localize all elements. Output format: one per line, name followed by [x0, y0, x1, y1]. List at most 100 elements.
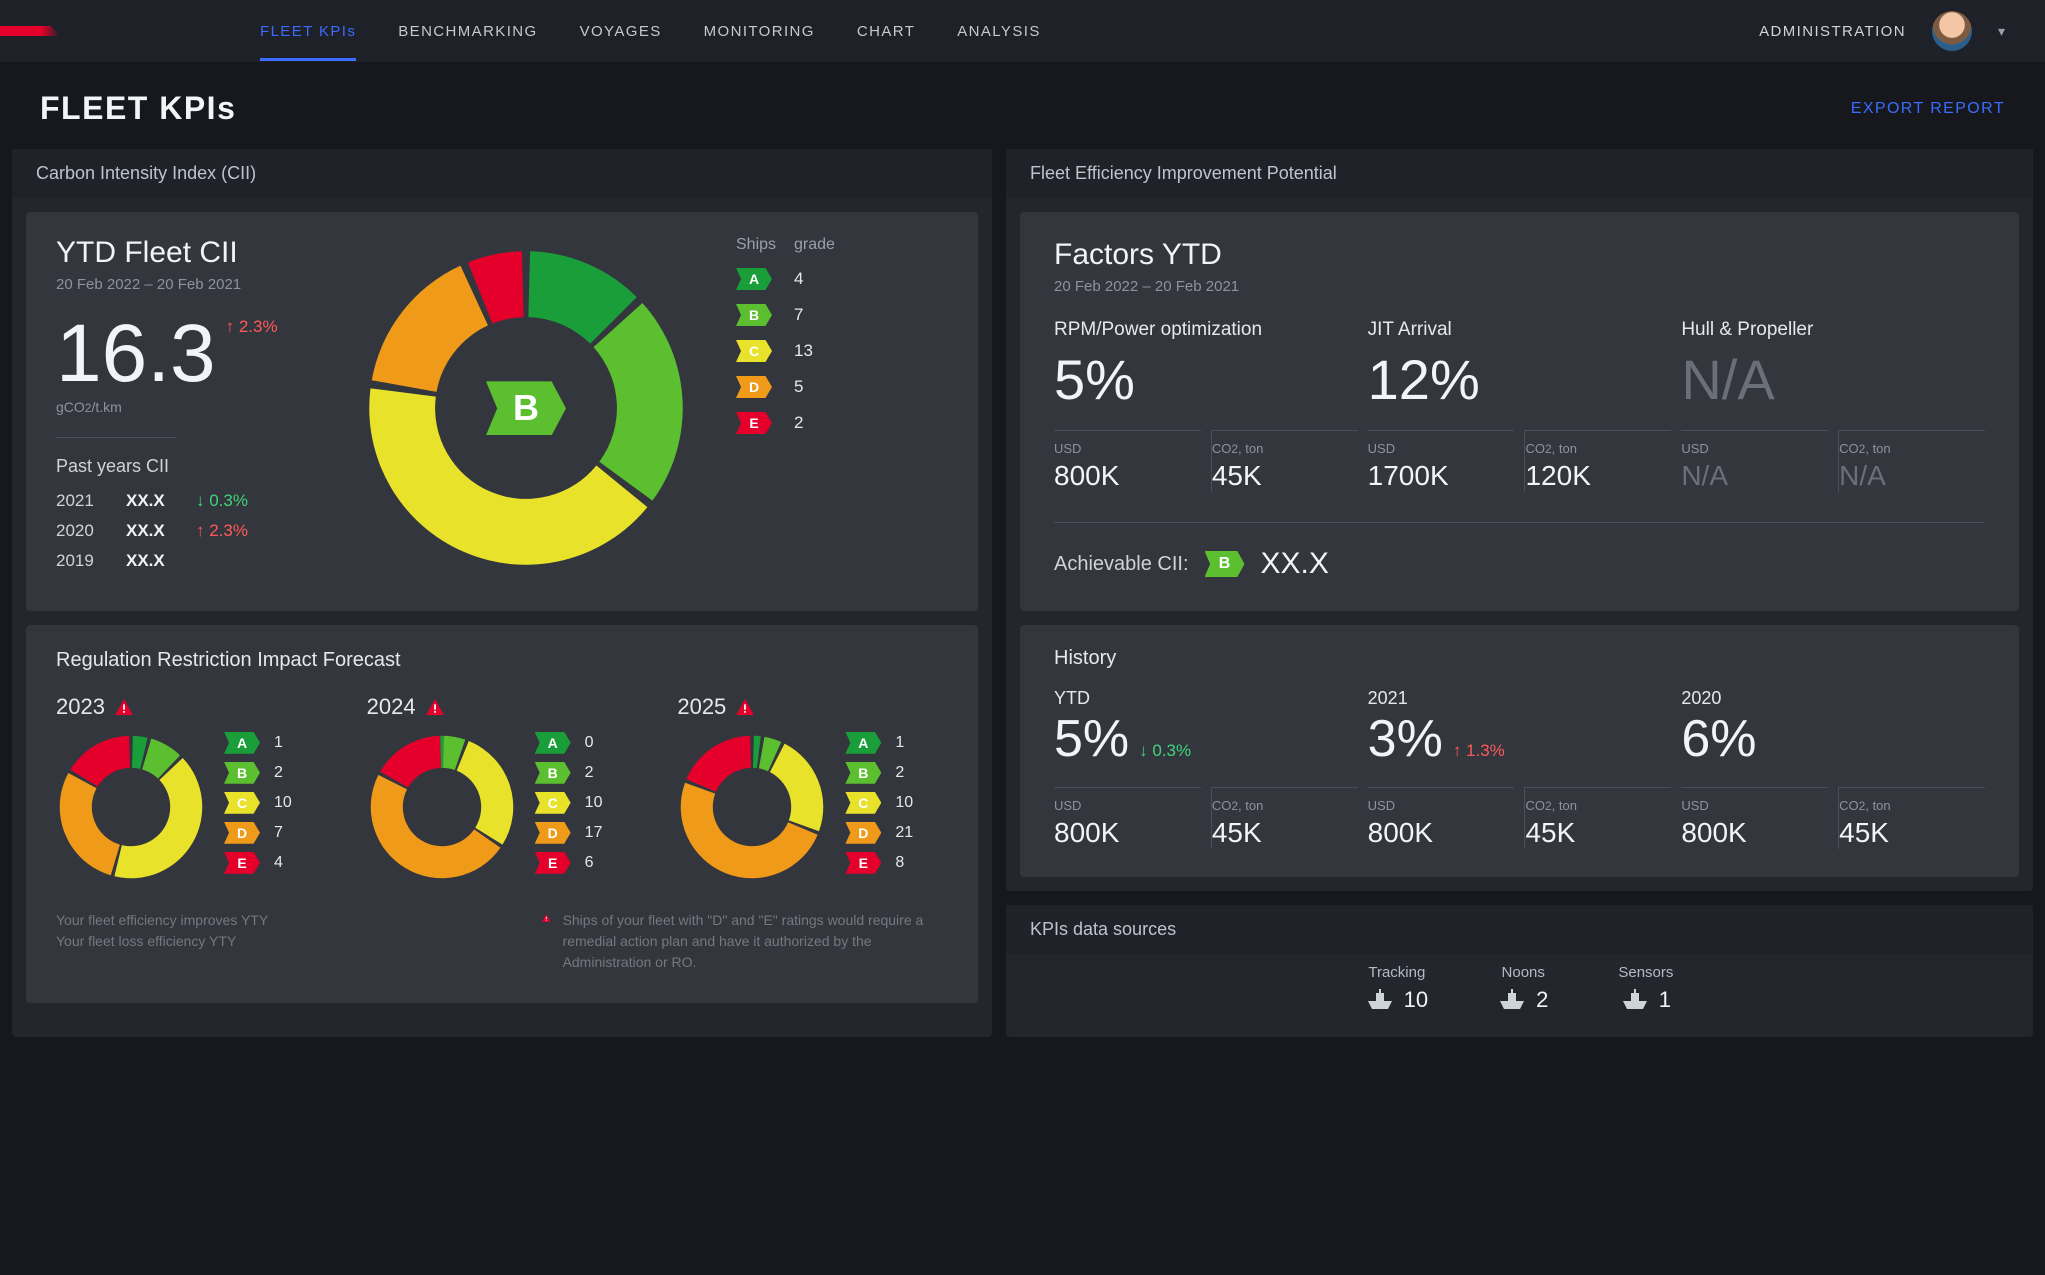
- factor-pct: N/A: [1681, 347, 1985, 412]
- cii-value: 16.3: [56, 317, 216, 391]
- legend-row: A0: [535, 732, 603, 754]
- past-cii-row: 2020XX.X↑ 2.3%: [56, 521, 336, 541]
- past-cii-row: 2019XX.X: [56, 551, 336, 571]
- grade-badge-D: D: [845, 822, 881, 844]
- legend-row: D17: [535, 822, 603, 844]
- grade-badge-D: D: [224, 822, 260, 844]
- warning-icon: [542, 910, 551, 926]
- cii-card: YTD Fleet CII 20 Feb 2022 – 20 Feb 2021 …: [26, 212, 978, 611]
- legend-row: E6: [535, 852, 603, 874]
- past-cii-list: 2021XX.X↓ 0.3% 2020XX.X↑ 2.3% 2019XX.X: [56, 491, 336, 571]
- cii-legend: Ships grade A4B7C13D5E2: [716, 236, 948, 581]
- legend-row: A4: [736, 268, 948, 290]
- ship-icon: [1498, 989, 1526, 1011]
- grade-badge-B: B: [224, 762, 260, 784]
- sources-title: KPIs data sources: [1006, 905, 2033, 954]
- achievable-grade-badge: B: [1205, 551, 1245, 577]
- achievable-value: XX.X: [1261, 547, 1329, 581]
- factor: Hull & Propeller N/A USDN/A CO2, tonN/A: [1681, 319, 1985, 492]
- warning-icon: [115, 699, 133, 715]
- history-col: YTD 5%↓ 0.3% USD800K CO2, ton45K: [1054, 688, 1358, 849]
- legend-row: E8: [845, 852, 913, 874]
- forecast-donut: [677, 732, 827, 882]
- forecast-col-2023: 2023A1B2C10D7E4: [56, 694, 327, 882]
- warning-icon: [426, 699, 444, 715]
- forecast-donut: [56, 732, 206, 882]
- cii-period: 20 Feb 2022 – 20 Feb 2021: [56, 276, 336, 293]
- grade-badge-D: D: [535, 822, 571, 844]
- history-card: History YTD 5%↓ 0.3% USD800K CO2, ton45K…: [1020, 625, 2019, 877]
- factor: RPM/Power optimization 5% USD800K CO2, t…: [1054, 319, 1358, 492]
- history-title: History: [1054, 647, 1985, 670]
- legend-row: C10: [224, 792, 292, 814]
- grade-badge-E: E: [845, 852, 881, 874]
- export-report-link[interactable]: EXPORT REPORT: [1851, 100, 2005, 118]
- cii-panel-title: Carbon Intensity Index (CII): [12, 149, 992, 198]
- brand-accent: [0, 26, 60, 36]
- cii-panel: Carbon Intensity Index (CII) YTD Fleet C…: [12, 149, 992, 1037]
- legend-row: D5: [736, 376, 948, 398]
- legend-row: C10: [845, 792, 913, 814]
- factors-heading: Factors YTD: [1054, 238, 1985, 272]
- grade-badge-C: C: [535, 792, 571, 814]
- factor-pct: 5%: [1054, 347, 1358, 412]
- chevron-down-icon[interactable]: ▾: [1998, 23, 2005, 40]
- legend-row: D7: [224, 822, 292, 844]
- forecast-col-2025: 2025A1B2C10D21E8: [677, 694, 948, 882]
- grade-badge-A: A: [535, 732, 571, 754]
- nav-item-analysis[interactable]: ANALYSIS: [957, 2, 1040, 61]
- page-header: FLEET KPIs EXPORT REPORT: [0, 62, 2045, 149]
- factor-pct: 12%: [1368, 347, 1672, 412]
- feip-panel: Fleet Efficiency Improvement Potential F…: [1006, 149, 2033, 891]
- grade-badge-B: B: [535, 762, 571, 784]
- legend-row: A1: [845, 732, 913, 754]
- history-col: 2021 3%↑ 1.3% USD800K CO2, ton45K: [1368, 688, 1672, 849]
- cii-heading: YTD Fleet CII: [56, 236, 336, 270]
- source-item: Noons 2: [1498, 964, 1548, 1013]
- admin-link[interactable]: ADMINISTRATION: [1759, 23, 1906, 40]
- grade-badge-B: B: [736, 304, 772, 326]
- page-title: FLEET KPIs: [40, 90, 236, 127]
- legend-row: B2: [845, 762, 913, 784]
- grade-badge-A: A: [845, 732, 881, 754]
- cii-unit: gCO2/t.km: [56, 399, 336, 415]
- nav-item-voyages[interactable]: VOYAGES: [580, 2, 662, 61]
- nav-item-fleet-kpis[interactable]: FLEET KPIs: [260, 2, 356, 61]
- grade-badge-C: C: [736, 340, 772, 362]
- legend-row: B2: [535, 762, 603, 784]
- cii-center-grade-badge: B: [486, 381, 566, 435]
- factors-period: 20 Feb 2022 – 20 Feb 2021: [1054, 278, 1985, 295]
- feip-panel-title: Fleet Efficiency Improvement Potential: [1006, 149, 2033, 198]
- factor-name: RPM/Power optimization: [1054, 319, 1358, 341]
- past-cii-title: Past years CII: [56, 456, 336, 477]
- grade-badge-B: B: [845, 762, 881, 784]
- ship-icon: [1366, 989, 1394, 1011]
- forecast-card: Regulation Restriction Impact Forecast 2…: [26, 625, 978, 1003]
- factors-card: Factors YTD 20 Feb 2022 – 20 Feb 2021 RP…: [1020, 212, 2019, 611]
- legend-row: D21: [845, 822, 913, 844]
- avatar[interactable]: [1932, 11, 1972, 51]
- forecast-note-right: Ships of your fleet with "D" and "E" rat…: [542, 910, 948, 973]
- past-cii-row: 2021XX.X↓ 0.3%: [56, 491, 336, 511]
- forecast-title: Regulation Restriction Impact Forecast: [56, 649, 948, 672]
- ship-icon: [1621, 989, 1649, 1011]
- factor-name: Hull & Propeller: [1681, 319, 1985, 341]
- legend-row: E4: [224, 852, 292, 874]
- achievable-label: Achievable CII:: [1054, 553, 1189, 576]
- grade-badge-A: A: [736, 268, 772, 290]
- divider: [56, 437, 176, 438]
- cii-donut: B: [346, 236, 706, 581]
- grade-badge-C: C: [224, 792, 260, 814]
- nav-item-monitoring[interactable]: MONITORING: [704, 2, 815, 61]
- topbar: FLEET KPIs BENCHMARKING VOYAGES MONITORING C…: [0, 0, 2045, 62]
- grade-badge-E: E: [224, 852, 260, 874]
- nav-item-chart[interactable]: CHART: [857, 2, 915, 61]
- forecast-note-left: Your fleet efficiency improves YTY Your …: [56, 910, 462, 973]
- legend-row: E2: [736, 412, 948, 434]
- forecast-donut: [367, 732, 517, 882]
- legend-head-grade: grade: [794, 236, 835, 254]
- nav-item-benchmarking[interactable]: BENCHMARKING: [398, 2, 537, 61]
- sources-panel: KPIs data sources Tracking 10 Noons 2 Se…: [1006, 905, 2033, 1037]
- source-item: Tracking 10: [1366, 964, 1428, 1013]
- grade-badge-A: A: [224, 732, 260, 754]
